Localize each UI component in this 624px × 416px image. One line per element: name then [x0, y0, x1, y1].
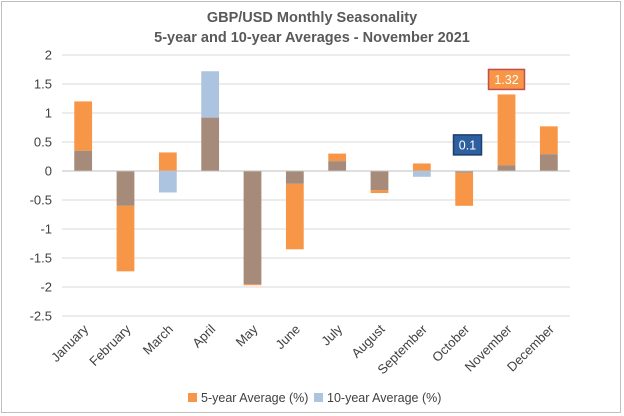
callout-box-5-year-average: [487, 68, 526, 91]
x-tick-label-may: May: [233, 321, 261, 349]
y-tick-label: 1: [45, 106, 52, 121]
x-tick-label-march: March: [140, 322, 176, 358]
bar-5yr-october: [455, 172, 474, 206]
y-axis: -2.5 -2 -1.5 -1 -0.5 0 0.5 1 1.5 2: [30, 48, 52, 324]
bar-5yr-september: [412, 163, 431, 171]
x-tick-label-december: December: [504, 321, 557, 374]
legend-label-10-year-average: 10-year Average (%): [327, 391, 441, 405]
y-tick-label: -2.5: [30, 309, 52, 324]
bar-5yr-january: [74, 101, 93, 151]
bar-10yr-october-overlap: [455, 171, 474, 173]
bar-layer: [62, 71, 570, 286]
callout-box-10-year-average: [452, 134, 483, 156]
legend: 5-year Average (%) 10-year Average (%): [188, 391, 441, 405]
bar-5yr-june: [285, 183, 304, 250]
x-tick-label-june: June: [272, 322, 303, 353]
bar-5yr-may: [243, 284, 262, 286]
bar-10yr-january-overlap: [74, 150, 93, 171]
bar-5yr-february: [116, 205, 135, 272]
bar-10yr-february-overlap: [116, 171, 135, 206]
y-tick-label: 1.5: [34, 77, 52, 92]
x-tick-label-april: April: [189, 321, 218, 350]
bar-10yr-august-overlap: [370, 171, 389, 191]
callout-label-5-year-average: 1.32: [494, 73, 518, 87]
bar-5yr-august: [370, 190, 389, 194]
y-tick-label: 2: [45, 48, 52, 63]
bar-10yr-march: [158, 171, 177, 193]
chart-title: GBP/USD Monthly Seasonality: [207, 10, 417, 26]
bar-5yr-november: [497, 94, 516, 166]
y-tick-label: 0.5: [34, 135, 52, 150]
chart-subtitle: 5-year and 10-year Averages - November 2…: [154, 30, 470, 46]
x-tick-label-february: February: [86, 321, 134, 369]
bar-10yr-september: [412, 171, 431, 177]
x-tick-label-august: August: [348, 321, 387, 360]
bar-10yr-november-overlap: [497, 165, 516, 171]
y-tick-label: 0: [45, 164, 52, 179]
legend-label-5-year-average: 5-year Average (%): [201, 391, 308, 405]
callout-label-10-year-average: 0.1: [459, 138, 476, 152]
callout-layer: 1.32 0.1: [452, 68, 526, 156]
bar-10yr-april: [201, 71, 220, 118]
y-tick-label: -0.5: [30, 193, 52, 208]
y-tick-label: -2: [40, 280, 52, 295]
x-tick-label-july: July: [318, 321, 345, 348]
bar-5yr-march: [158, 152, 177, 171]
bar-5yr-december: [539, 126, 558, 155]
y-tick-label: -1.5: [30, 251, 52, 266]
bar-10yr-june-overlap: [285, 171, 304, 184]
legend-swatch-5-year-average: [188, 393, 197, 402]
y-tick-label: -1: [40, 222, 52, 237]
bar-10yr-december-overlap: [539, 154, 558, 171]
bar-5yr-april-overlap: [201, 117, 220, 171]
bar-5yr-july: [328, 153, 347, 162]
bar-10yr-july-overlap: [328, 161, 347, 171]
legend-swatch-10-year-average: [314, 393, 323, 402]
grid-layer: [62, 54, 570, 317]
bar-10yr-may-overlap: [243, 171, 262, 285]
